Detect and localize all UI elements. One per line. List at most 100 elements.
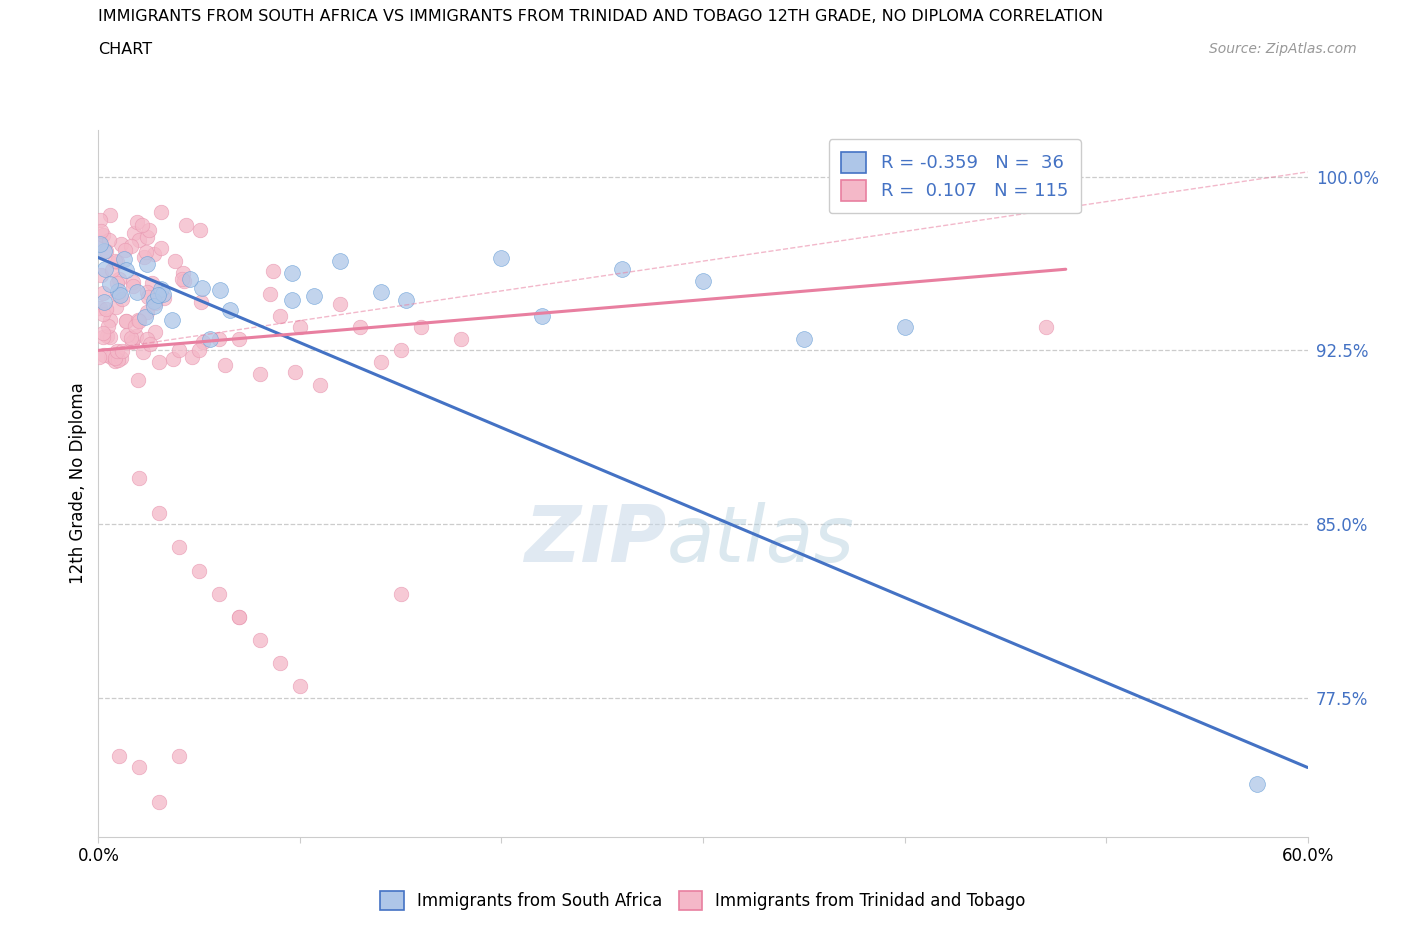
Point (173, 274, 195, 289)
Point (138, 223, 160, 238)
Point (491, 250, 513, 265)
Point (111, 291, 134, 306)
Point (370, 285, 392, 299)
Point (128, 232, 150, 247)
Point (893, 320, 915, 335)
Point (104, 253, 127, 268)
Point (132, 345, 155, 360)
Point (188, 343, 211, 358)
Point (89, 300, 111, 315)
Point (228, 609, 250, 624)
Point (93, 348, 115, 363)
Point (104, 353, 127, 368)
Point (1246, 777, 1268, 791)
Point (107, 272, 129, 286)
Point (121, 279, 143, 294)
Point (389, 343, 412, 358)
Point (100, 262, 122, 277)
Point (249, 632, 271, 647)
Point (91, 307, 114, 322)
Point (136, 289, 159, 304)
Point (218, 302, 240, 317)
Point (98, 207, 121, 222)
Point (128, 471, 150, 485)
Point (128, 760, 150, 775)
Y-axis label: 12th Grade, No Diploma: 12th Grade, No Diploma (69, 383, 87, 584)
Point (89, 234, 111, 249)
Point (395, 293, 418, 308)
Point (139, 337, 162, 352)
Point (111, 343, 134, 358)
Point (120, 238, 142, 253)
Point (125, 215, 148, 230)
Point (110, 351, 132, 365)
Point (97, 318, 120, 333)
Point (143, 299, 166, 313)
Text: CHART: CHART (98, 42, 152, 57)
Point (174, 218, 197, 232)
Point (135, 257, 157, 272)
Text: Source: ZipAtlas.com: Source: ZipAtlas.com (1209, 42, 1357, 56)
Point (125, 284, 148, 299)
Point (100, 349, 122, 364)
Point (112, 251, 135, 266)
Point (167, 540, 190, 555)
Point (262, 264, 284, 279)
Point (162, 312, 184, 327)
Point (143, 293, 166, 308)
Point (146, 288, 169, 303)
Point (135, 332, 157, 347)
Point (188, 222, 211, 237)
Point (141, 276, 163, 291)
Point (389, 586, 412, 601)
Point (105, 275, 128, 290)
Point (136, 285, 159, 299)
Point (91, 286, 114, 300)
Point (114, 243, 136, 258)
Point (153, 290, 176, 305)
Point (105, 300, 128, 315)
Point (793, 331, 815, 346)
Point (121, 334, 143, 349)
Point (329, 297, 352, 312)
Point (191, 280, 214, 295)
Point (114, 313, 136, 328)
Point (208, 586, 231, 601)
Text: atlas: atlas (666, 502, 855, 578)
Point (259, 286, 281, 301)
Point (91, 330, 114, 345)
Point (281, 293, 304, 308)
Point (309, 378, 332, 392)
Point (110, 236, 132, 251)
Point (104, 351, 127, 365)
Point (135, 230, 157, 245)
Point (302, 288, 325, 303)
Point (228, 609, 250, 624)
Point (284, 365, 307, 379)
Point (136, 305, 159, 320)
Point (98, 329, 121, 344)
Point (149, 282, 172, 297)
Point (530, 308, 553, 323)
Point (90, 268, 112, 283)
Point (98, 312, 121, 327)
Point (269, 656, 291, 671)
Point (288, 679, 311, 694)
Point (152, 286, 174, 301)
Point (96, 244, 118, 259)
Text: ZIP: ZIP (524, 502, 666, 578)
Point (162, 352, 184, 366)
Point (108, 287, 131, 302)
Point (105, 254, 128, 269)
Point (214, 357, 236, 372)
Point (131, 218, 153, 232)
Point (93, 244, 115, 259)
Point (135, 245, 157, 259)
Point (148, 354, 170, 369)
Point (94, 261, 117, 276)
Point (91, 227, 114, 242)
Point (93, 295, 115, 310)
Point (115, 327, 138, 342)
Point (124, 225, 146, 240)
Point (692, 273, 714, 288)
